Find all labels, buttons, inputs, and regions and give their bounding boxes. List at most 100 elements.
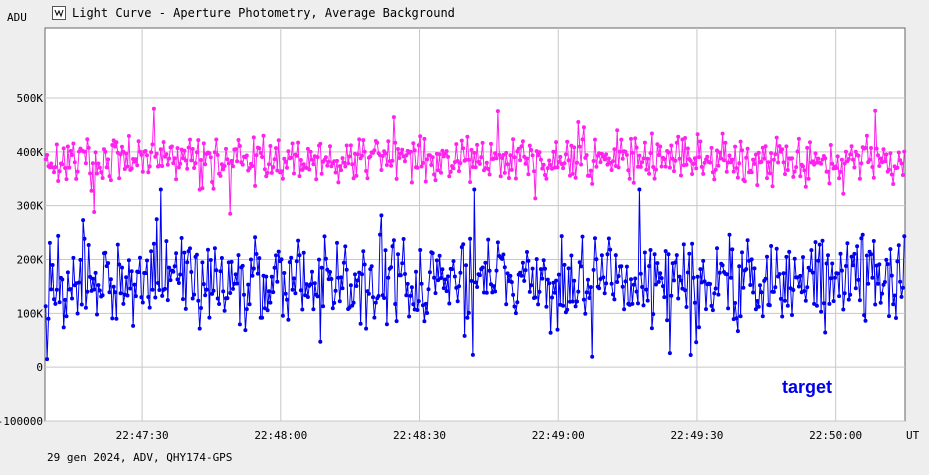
data-point xyxy=(79,302,84,307)
data-point xyxy=(713,286,718,291)
data-point xyxy=(849,254,854,259)
data-point xyxy=(391,238,396,243)
data-point xyxy=(396,147,400,151)
data-point xyxy=(500,156,504,160)
data-point xyxy=(425,311,430,315)
data-point xyxy=(451,259,456,264)
data-point xyxy=(172,264,177,269)
data-point xyxy=(827,181,832,186)
data-point xyxy=(638,164,643,169)
data-point xyxy=(606,236,611,241)
data-point xyxy=(518,158,523,163)
data-point xyxy=(240,263,245,268)
data-point xyxy=(235,159,240,164)
data-point xyxy=(848,292,853,297)
data-point xyxy=(554,140,559,145)
data-point xyxy=(189,270,194,274)
light-curve-icon[interactable] xyxy=(52,6,66,20)
data-point xyxy=(826,253,830,258)
data-point xyxy=(104,165,109,170)
data-point xyxy=(536,153,541,158)
data-point xyxy=(798,273,803,278)
data-point xyxy=(472,187,477,192)
data-point xyxy=(251,135,256,140)
data-point xyxy=(479,155,484,160)
data-point xyxy=(196,298,201,303)
data-point xyxy=(669,143,674,148)
data-point xyxy=(730,247,735,252)
data-point xyxy=(813,151,818,156)
data-point xyxy=(679,278,683,283)
data-point xyxy=(108,277,113,282)
data-point xyxy=(586,277,590,282)
data-point xyxy=(71,141,76,146)
data-point xyxy=(509,280,514,285)
data-point xyxy=(587,296,592,300)
data-point xyxy=(871,239,876,243)
data-point xyxy=(513,176,518,181)
data-point xyxy=(125,293,130,298)
data-point xyxy=(616,274,621,279)
data-point xyxy=(71,255,76,260)
data-point xyxy=(136,270,141,275)
data-point xyxy=(869,146,873,150)
data-point xyxy=(677,156,682,161)
data-point xyxy=(662,295,667,300)
data-point xyxy=(756,304,761,309)
data-point xyxy=(107,174,112,179)
data-point xyxy=(157,288,162,292)
data-point xyxy=(117,176,122,181)
data-point xyxy=(803,298,808,303)
data-point xyxy=(644,287,649,292)
data-point xyxy=(658,271,663,276)
data-point xyxy=(305,146,310,151)
data-point xyxy=(378,232,382,237)
data-point xyxy=(665,318,670,323)
data-point xyxy=(433,178,438,183)
data-point xyxy=(310,269,314,274)
data-point xyxy=(225,157,230,162)
data-point xyxy=(884,152,889,157)
data-point xyxy=(136,139,141,144)
x-axis-label: UT xyxy=(906,429,920,442)
data-point xyxy=(158,147,163,152)
data-point xyxy=(393,302,398,306)
data-point xyxy=(185,166,190,171)
data-point xyxy=(604,281,609,286)
data-point xyxy=(133,294,138,299)
data-point xyxy=(701,171,706,176)
data-point xyxy=(550,295,554,300)
data-point xyxy=(679,173,683,178)
data-point xyxy=(744,155,749,160)
data-point xyxy=(124,151,129,156)
data-point xyxy=(642,250,647,255)
data-point xyxy=(777,272,782,277)
data-point xyxy=(77,280,81,285)
data-point xyxy=(810,270,815,275)
data-point xyxy=(619,137,624,142)
data-point xyxy=(107,290,112,295)
data-point xyxy=(97,288,102,293)
data-point xyxy=(576,120,581,124)
data-point xyxy=(360,153,364,158)
data-point xyxy=(455,159,460,163)
data-point xyxy=(566,158,571,163)
data-point xyxy=(877,262,882,267)
data-point xyxy=(500,256,504,261)
data-point xyxy=(133,157,138,162)
y-tick-label: -100000 xyxy=(0,415,43,428)
data-point xyxy=(339,275,344,280)
data-point xyxy=(863,146,868,150)
data-point xyxy=(169,144,174,149)
data-point xyxy=(350,162,355,167)
data-point xyxy=(178,161,183,166)
data-point xyxy=(516,146,521,151)
data-point xyxy=(738,314,743,319)
data-point xyxy=(97,165,102,170)
data-point xyxy=(484,290,489,295)
data-point xyxy=(537,289,542,294)
data-point xyxy=(236,138,241,142)
data-point xyxy=(450,267,455,272)
data-point xyxy=(358,321,363,326)
data-point xyxy=(308,282,313,287)
